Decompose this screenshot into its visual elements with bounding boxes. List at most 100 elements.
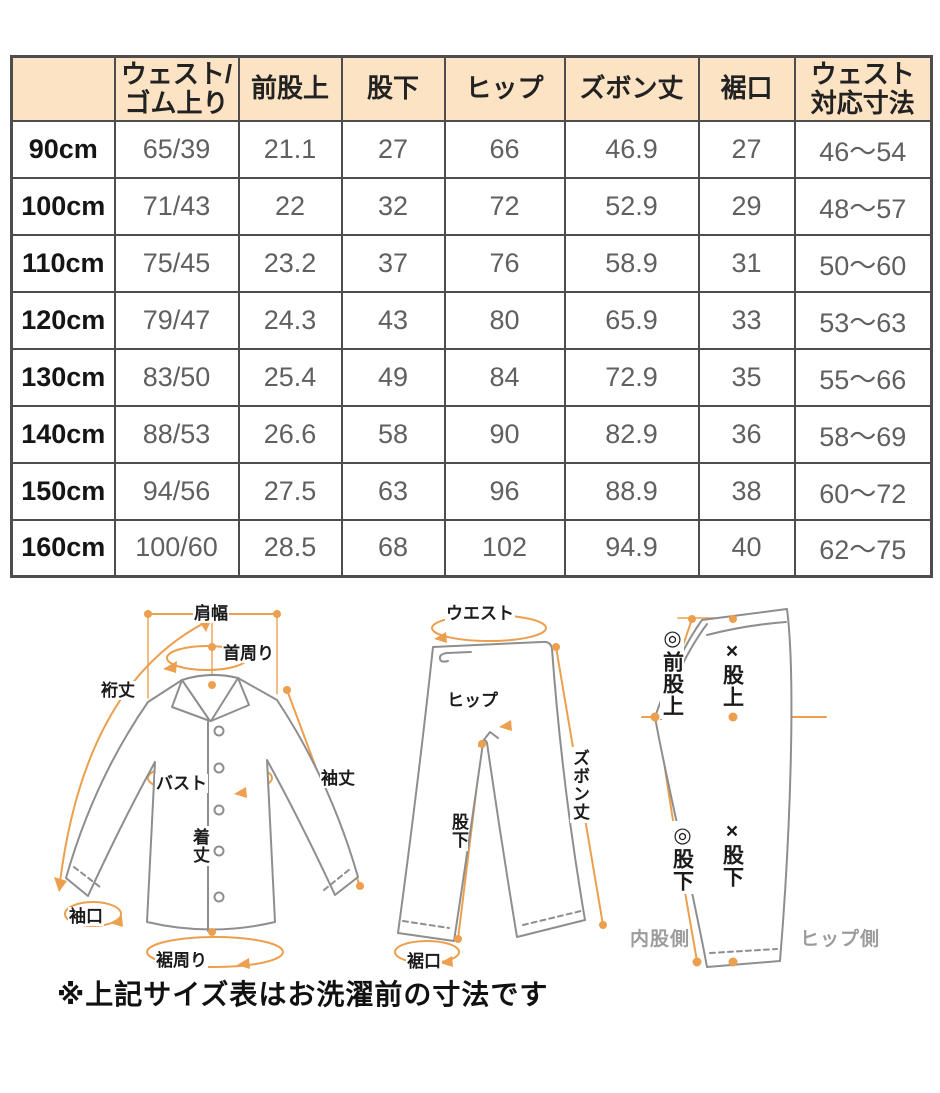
table-cell: 28.5 — [237, 518, 343, 578]
row-header-size: 130cm — [10, 347, 116, 407]
table-cell: 55〜66 — [793, 347, 933, 407]
table-row: 120cm 79/47 24.3 43 80 65.9 33 53〜63 — [10, 290, 933, 350]
table-cell: 46〜54 — [793, 119, 933, 179]
pants-front-measure-markers — [434, 632, 607, 967]
table-cell: 22 — [237, 176, 343, 236]
label-inner-thigh-side: 内股側 — [630, 929, 691, 950]
table-cell: 43 — [340, 290, 446, 350]
table-cell: 35 — [697, 347, 796, 407]
table-cell: 27.5 — [237, 461, 343, 521]
table-cell: 76 — [443, 233, 566, 293]
table-cell: 58.9 — [563, 233, 700, 293]
table-cell: 21.1 — [237, 119, 343, 179]
label-inseam: 股下 — [449, 811, 469, 851]
label-shoulder-width: 肩幅 — [193, 604, 229, 624]
col-header-waist-range: ウェスト 対応寸法 — [793, 55, 933, 122]
table-cell: 94.9 — [563, 518, 700, 578]
table-cell: 75/45 — [113, 233, 240, 293]
table-cell: 49 — [340, 347, 446, 407]
label-sleeve-length: 袖丈 — [320, 769, 356, 789]
row-header-size: 120cm — [10, 290, 116, 350]
table-cell: 50〜60 — [793, 233, 933, 293]
table-cell: 32 — [340, 176, 446, 236]
table-cell: 90 — [443, 404, 566, 464]
table-cell: 46.9 — [563, 119, 700, 179]
table-cell: 48〜57 — [793, 176, 933, 236]
table-cell: 27 — [340, 119, 446, 179]
table-cell: 23.2 — [237, 233, 343, 293]
table-cell: 65.9 — [563, 290, 700, 350]
pants-front-diagram — [394, 614, 607, 967]
label-body-length: 着丈 — [190, 826, 210, 866]
table-cell: 26.6 — [237, 404, 343, 464]
table-row: 100cm 71/43 22 32 72 52.9 29 48〜57 — [10, 176, 933, 236]
row-header-size: 150cm — [10, 461, 116, 521]
size-table: ウェスト/ ゴム上り 前股上 股下 ヒップ ズボン丈 裾口 ウェスト 対応寸法 … — [10, 55, 933, 578]
table-cell: 82.9 — [563, 404, 700, 464]
col-header-hip: ヒップ — [443, 55, 566, 122]
table-cell: 60〜72 — [793, 461, 933, 521]
label-front-rise: ◎前股上 — [660, 624, 684, 719]
table-cell: 65/39 — [113, 119, 240, 179]
table-cell: 66 — [443, 119, 566, 179]
pants-side-measure-markers — [650, 615, 738, 967]
table-cell: 80 — [443, 290, 566, 350]
measurement-diagrams: 肩幅 首周り 裄丈 バスト 袖丈 着丈 袖口 裾周り ウエスト ヒップ ズボン丈… — [0, 588, 940, 1008]
table-row: 90cm 65/39 21.1 27 66 46.9 27 46〜54 — [10, 119, 933, 179]
col-header-front-rise: 前股上 — [237, 55, 343, 122]
row-header-size: 90cm — [10, 119, 116, 179]
table-cell: 84 — [443, 347, 566, 407]
shirt-diagram — [54, 610, 364, 969]
table-cell: 102 — [443, 518, 566, 578]
table-cell: 40 — [697, 518, 796, 578]
table-cell: 27 — [697, 119, 796, 179]
label-waist: ウエスト — [445, 604, 515, 624]
table-cell: 88.9 — [563, 461, 700, 521]
table-cell: 38 — [697, 461, 796, 521]
table-cell: 79/47 — [113, 290, 240, 350]
shirt-outline — [65, 674, 359, 932]
pre-wash-note: ※上記サイズ表はお洗濯前の寸法です — [57, 979, 549, 1010]
table-cell: 58 — [340, 404, 446, 464]
col-header-inseam: 股下 — [340, 55, 446, 122]
label-pants-length: ズボン丈 — [570, 747, 590, 823]
row-header-size: 100cm — [10, 176, 116, 236]
label-rise: ×股上 — [720, 638, 744, 710]
table-header-row: ウェスト/ ゴム上り 前股上 股下 ヒップ ズボン丈 裾口 ウェスト 対応寸法 — [10, 55, 933, 122]
table-row: 140cm 88/53 26.6 58 90 82.9 36 58〜69 — [10, 404, 933, 464]
label-hip: ヒップ — [446, 691, 499, 711]
table-cell: 58〜69 — [793, 404, 933, 464]
table-cell: 29 — [697, 176, 796, 236]
col-header-blank — [10, 55, 116, 122]
table-cell: 24.3 — [237, 290, 343, 350]
label-neck-girth: 首周り — [222, 644, 275, 664]
table-cell: 62〜75 — [793, 518, 933, 578]
table-cell: 100/60 — [113, 518, 240, 578]
table-cell: 96 — [443, 461, 566, 521]
label-inseam-cross: ×股下 — [720, 818, 744, 890]
row-header-size: 110cm — [10, 233, 116, 293]
table-cell: 52.9 — [563, 176, 700, 236]
col-header-waist-elastic: ウェスト/ ゴム上り — [113, 55, 240, 122]
label-hip-side: ヒップ側 — [800, 929, 881, 950]
label-hem-girth: 裾周り — [155, 951, 208, 971]
table-row: 130cm 83/50 25.4 49 84 72.9 35 55〜66 — [10, 347, 933, 407]
table-cell: 94/56 — [113, 461, 240, 521]
table-cell: 37 — [340, 233, 446, 293]
label-cuff-opening: 袖口 — [68, 907, 104, 927]
table-cell: 36 — [697, 404, 796, 464]
col-header-pants-length: ズボン丈 — [563, 55, 700, 122]
label-yuki-length: 裄丈 — [100, 681, 136, 701]
pants-front-outline — [397, 640, 586, 942]
table-cell: 53〜63 — [793, 290, 933, 350]
table-cell: 83/50 — [113, 347, 240, 407]
table-cell: 71/43 — [113, 176, 240, 236]
table-cell: 63 — [340, 461, 446, 521]
table-cell: 88/53 — [113, 404, 240, 464]
label-bust: バスト — [155, 774, 208, 794]
table-cell: 25.4 — [237, 347, 343, 407]
table-cell: 72 — [443, 176, 566, 236]
table-row: 110cm 75/45 23.2 37 76 58.9 31 50〜60 — [10, 233, 933, 293]
label-inseam-double-circle: ◎股下 — [670, 821, 694, 894]
